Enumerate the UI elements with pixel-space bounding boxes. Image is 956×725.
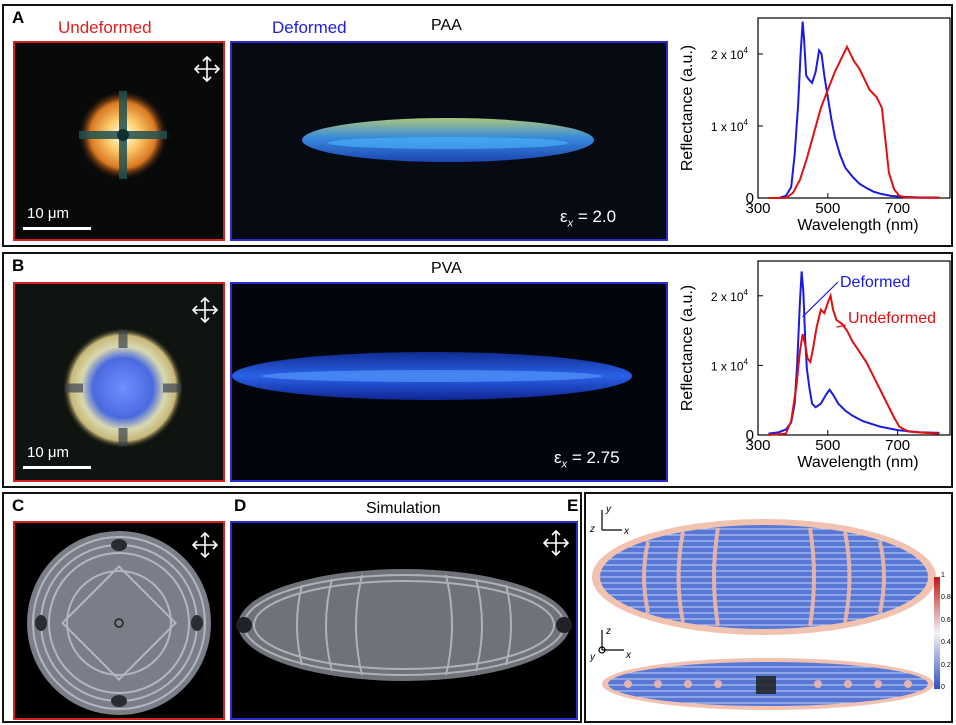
legend-undeformed: Undeformed [848,310,936,327]
paa-undeformed-droplet [79,91,167,179]
y-tick-label: 2 x 104 [711,288,749,304]
strain-value: = 2.75 [571,448,620,467]
deformed-title: Deformed [272,18,347,37]
colorbar-tick-label: 0.4 [941,639,951,647]
axis-z-bottom: z [605,626,611,637]
x-tick-label: 500 [815,437,840,454]
strain-subscript: x [561,458,568,471]
panel-a-label: A [12,8,25,27]
panel-b-label: B [12,256,25,275]
simulation-undeformed-image [13,521,225,720]
paa-title: PAA [431,17,462,34]
simulation-deformed-droplet [236,569,572,681]
pva-deformed-droplet [232,352,632,400]
strain-label: εx = 2.75 [554,448,620,470]
x-axis-label: Wavelength (nm) [797,454,918,471]
panel-b [2,252,953,488]
y-tick-label: 1 x 104 [711,357,749,373]
paa-reflectance-chart: 300 500 700 0 1 x 104 2 x 104 Wavelength (nm) R… [679,17,951,234]
y-tick-label: 1 x 104 [711,118,749,134]
plot-frame [757,260,951,436]
series-line [768,292,940,436]
scale-bar [23,227,91,230]
polarizer-cross-icon [191,296,219,324]
colorbar-tick-label: 0 [941,684,945,691]
x-tick-label: 500 [815,200,840,217]
pva-reflectance-chart: 300 500 700 0 1 x 104 2 x 104 Wavelength (nm) R… [679,260,951,471]
colorbar [934,577,940,689]
series-line [768,21,940,199]
x-tick-label: 700 [885,437,910,454]
colorbar-tick-label: 0.8 [941,594,951,602]
panel-e [584,492,953,723]
plot-frame [757,17,951,199]
series-line [768,271,940,435]
strain-symbol: ε [560,207,568,226]
strain-label: εx = 2.0 [560,207,616,229]
axis-y-top: y [605,504,612,515]
paa-undeformed-micrograph: 10 μm [13,41,225,241]
polarizer-cross-icon [542,529,570,557]
x-tick-label: 300 [745,437,770,454]
y-tick-label: 2 x 104 [711,46,749,62]
pva-undeformed-droplet [63,328,183,448]
colorbar-tick-label: 0.2 [941,661,951,669]
pva-deformed-micrograph: εx = 2.75 [230,282,668,482]
simulation-title: Simulation [366,500,441,517]
colorbar-tick-label: 1 [941,572,945,579]
axis-triad-bottom [598,630,624,654]
legend-leader-deformed [802,281,839,318]
simulation-deformed-image [230,521,578,720]
strain-value: = 2.0 [577,207,617,226]
axis-y-bottom: y [589,652,596,663]
axis-triad-top [601,510,622,531]
paa-deformed-micrograph: εx = 2.0 [230,41,668,241]
panel-cd [2,492,582,723]
strain-symbol: ε [554,448,562,467]
panel-e-label: E [567,496,579,515]
pva-title: PVA [431,260,462,277]
pva-undeformed-micrograph: 10 μm [13,282,225,482]
panel-a [2,4,953,247]
scale-label: 10 μm [27,205,69,222]
director-field-simulation: y z x z y x [589,504,940,710]
undeformed-title: Undeformed [58,18,152,37]
axis-x-bottom: x [625,650,632,661]
colorbar-tick-label: 0.6 [941,616,951,624]
y-axis-label: Reflectance (a.u.) [679,45,696,171]
x-axis-label: Wavelength (nm) [797,217,918,234]
x-tick-label: 700 [885,200,910,217]
scale-label: 10 μm [27,444,69,461]
simulation-undeformed-droplet [27,531,211,715]
scale-bar [23,466,91,469]
strain-subscript: x [567,217,574,230]
series-line [768,44,940,199]
polarizer-cross-icon [193,55,221,83]
paa-deformed-droplet [302,118,594,162]
axis-z-top: z [589,524,595,535]
y-tick-label: 0 [746,190,754,207]
legend-leader-undeformed [836,324,847,328]
y-axis-label: Reflectance (a.u.) [679,285,696,411]
polarizer-cross-icon [191,531,219,559]
panel-d-label: D [234,496,247,515]
legend-deformed: Deformed [840,274,910,291]
y-tick-label: 0 [746,427,754,444]
x-tick-label: 300 [745,200,770,217]
axis-x-top: x [623,526,630,537]
panel-c-label: C [12,496,25,515]
